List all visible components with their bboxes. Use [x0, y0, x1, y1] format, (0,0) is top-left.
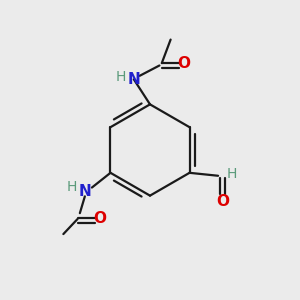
Text: O: O	[94, 211, 107, 226]
Text: N: N	[79, 184, 92, 200]
Text: H: H	[227, 167, 237, 181]
Text: H: H	[115, 70, 126, 84]
Text: O: O	[216, 194, 229, 209]
Text: N: N	[128, 72, 140, 87]
Text: O: O	[177, 56, 190, 70]
Text: H: H	[67, 180, 77, 194]
